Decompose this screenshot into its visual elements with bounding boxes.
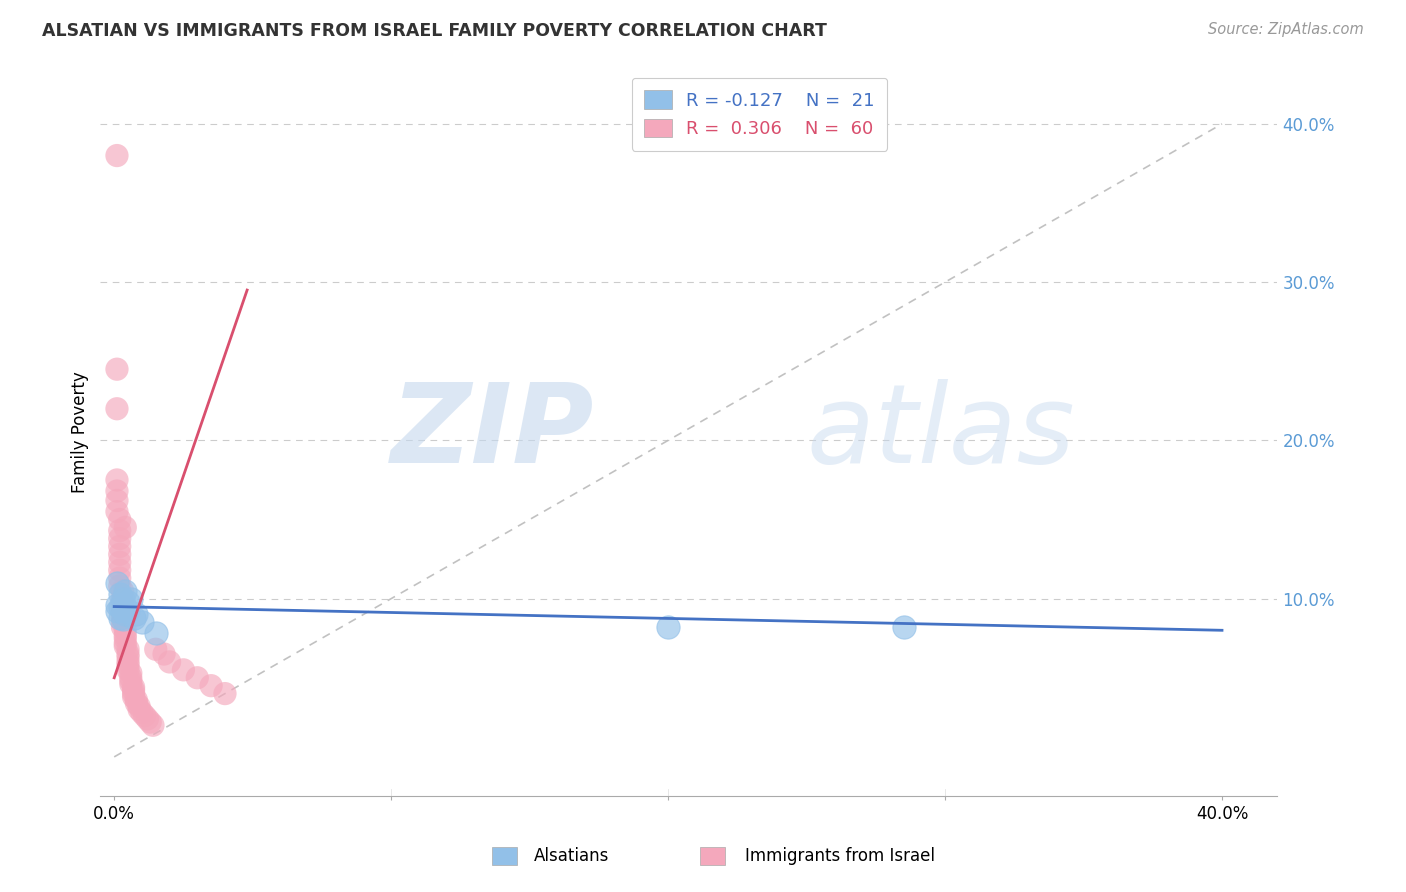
Point [108, 579, 131, 593]
Point [117, 595, 139, 609]
Point [122, 683, 145, 698]
Point [134, 708, 156, 723]
Point [108, 610, 131, 624]
Point [111, 596, 134, 610]
Point [108, 512, 131, 526]
Point [105, 473, 128, 487]
Point [105, 575, 128, 590]
Point [125, 696, 148, 710]
Point [114, 624, 136, 638]
Point [131, 615, 153, 630]
Point [186, 671, 208, 685]
Point [108, 599, 131, 614]
Point [114, 599, 136, 614]
Point [120, 671, 142, 685]
Point [114, 636, 136, 650]
Point [122, 680, 145, 694]
Legend: R = -0.127    N =  21, R =  0.306    N =  60: R = -0.127 N = 21, R = 0.306 N = 60 [631, 78, 887, 151]
Point [142, 718, 165, 732]
Text: ALSATIAN VS IMMIGRANTS FROM ISRAEL FAMILY POVERTY CORRELATION CHART: ALSATIAN VS IMMIGRANTS FROM ISRAEL FAMIL… [42, 22, 827, 40]
Point [125, 607, 148, 622]
Point [117, 642, 139, 657]
Point [120, 673, 142, 688]
Point [114, 631, 136, 645]
Point [200, 679, 222, 693]
Point [153, 647, 176, 661]
Point [120, 666, 142, 681]
Point [117, 647, 139, 661]
Point [111, 615, 134, 630]
Text: Source: ZipAtlas.com: Source: ZipAtlas.com [1208, 22, 1364, 37]
Point [111, 591, 134, 606]
Text: atlas: atlas [807, 379, 1076, 486]
Point [159, 655, 181, 669]
Text: ZIP: ZIP [391, 379, 595, 486]
Point [120, 677, 142, 691]
Point [105, 362, 128, 376]
Point [128, 699, 150, 714]
Point [108, 532, 131, 546]
Point [108, 571, 131, 585]
Point [172, 663, 194, 677]
Point [105, 148, 128, 162]
Point [117, 604, 139, 618]
Y-axis label: Family Poverty: Family Poverty [72, 372, 89, 493]
Point [114, 583, 136, 598]
Point [105, 505, 128, 519]
Point [128, 702, 150, 716]
Point [105, 604, 128, 618]
Point [122, 690, 145, 704]
Point [145, 626, 167, 640]
Point [108, 563, 131, 577]
Point [122, 687, 145, 701]
Point [105, 401, 128, 416]
Point [657, 620, 679, 634]
Point [111, 603, 134, 617]
Point [108, 547, 131, 561]
Point [111, 612, 134, 626]
Point [108, 555, 131, 569]
Point [136, 712, 159, 726]
Point [131, 706, 153, 720]
Point [111, 610, 134, 624]
Point [114, 628, 136, 642]
Point [120, 591, 142, 606]
Point [114, 607, 136, 622]
Point [139, 715, 162, 730]
Point [893, 620, 915, 634]
Point [111, 583, 134, 598]
Point [111, 606, 134, 620]
Point [122, 610, 145, 624]
Point [117, 658, 139, 673]
Point [114, 639, 136, 653]
Point [214, 687, 236, 701]
Point [111, 601, 134, 615]
Point [114, 520, 136, 534]
Point [108, 540, 131, 554]
Point [108, 524, 131, 538]
Text: Immigrants from Israel: Immigrants from Israel [745, 847, 935, 865]
Text: Alsatians: Alsatians [534, 847, 610, 865]
Point [117, 655, 139, 669]
Point [125, 693, 148, 707]
Point [117, 663, 139, 677]
Point [105, 483, 128, 498]
Point [111, 591, 134, 606]
Point [105, 598, 128, 612]
Point [108, 587, 131, 601]
Point [117, 650, 139, 665]
Point [111, 620, 134, 634]
Point [145, 642, 167, 657]
Point [105, 493, 128, 508]
